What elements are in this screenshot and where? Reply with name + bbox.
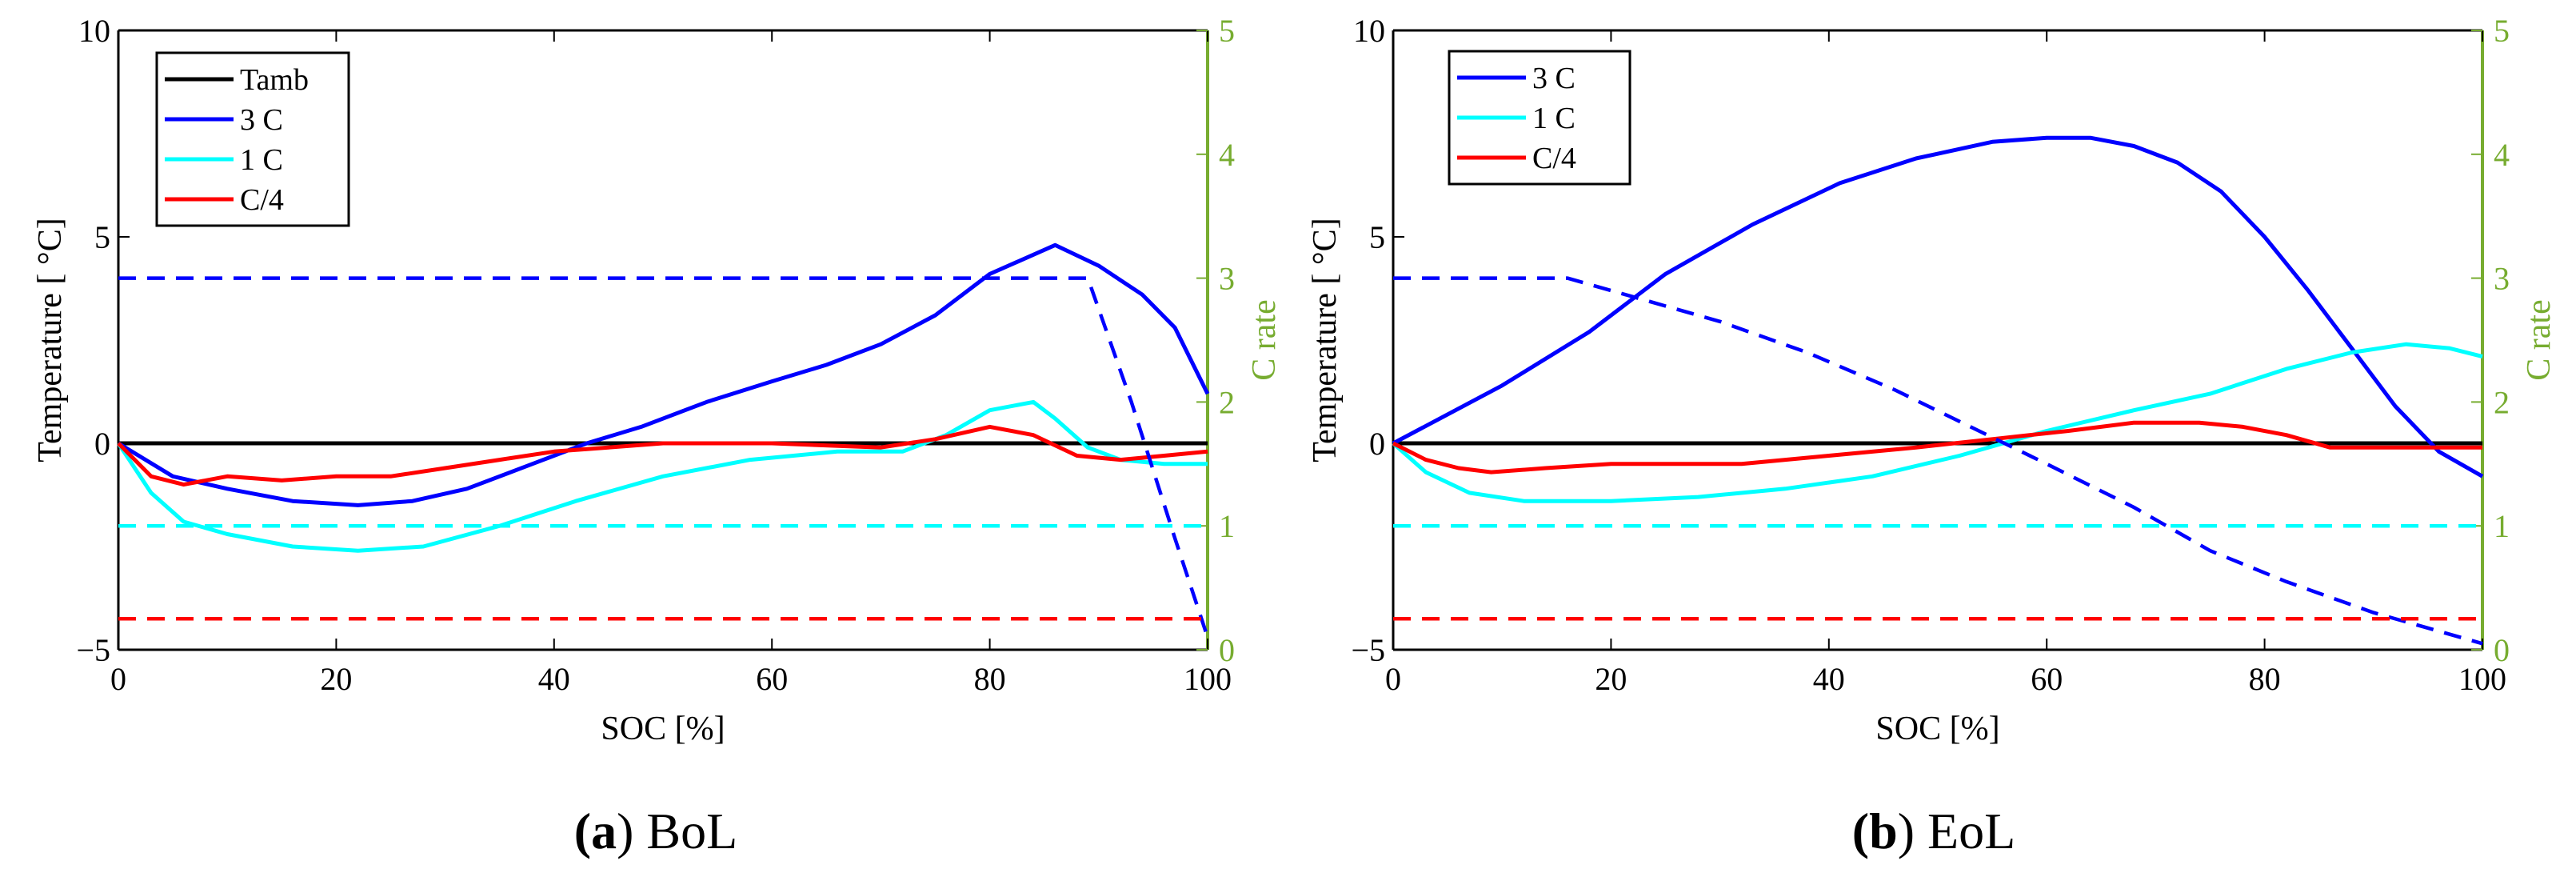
y-right-tick-label: 3 [1219, 261, 1235, 297]
x-tick-label: 20 [1595, 661, 1627, 697]
y-tick-label: 10 [78, 13, 110, 49]
y-tick-label: 0 [94, 426, 110, 462]
legend-entry: C/4 [1532, 142, 1576, 175]
y-right-axis-label: C rate [1246, 299, 1283, 380]
series-line-2 [117, 242, 1210, 507]
series-line-4 [117, 424, 1208, 487]
x-axis-label: SOC [%] [601, 711, 725, 747]
x-tick-label: 100 [1184, 661, 1232, 697]
y-right-tick-label: 3 [2494, 261, 2510, 297]
y-tick-label: −5 [1351, 632, 1385, 668]
legend-entry: 3 C [1532, 62, 1576, 95]
x-tick-label: 60 [756, 661, 788, 697]
legend-entry: 3 C [240, 103, 283, 137]
y-right-tick-label: 2 [1219, 384, 1235, 420]
legend-box [155, 51, 350, 227]
y-right-tick-label: 5 [2494, 13, 2510, 49]
y-right-tick-label: 0 [2494, 632, 2510, 668]
series-line-5 [1393, 276, 2483, 646]
x-tick-label: 80 [974, 661, 1006, 697]
y-tick-label: 5 [1369, 219, 1385, 255]
legend: 3 C 1 C C/4 [1448, 50, 1631, 186]
y-right-tick-label: 1 [1219, 508, 1235, 544]
y-right-tick-label: 0 [1219, 632, 1235, 668]
y-tick-label: −5 [76, 632, 110, 668]
y-axis-label: Temperature [ °C] [32, 218, 69, 462]
legend: Tamb 3 C 1 C C/4 [155, 51, 350, 227]
y-axis-label: Temperature [ °C] [1307, 218, 1344, 462]
x-tick-label: 40 [1813, 661, 1845, 697]
panel-caption: (a) BoL [574, 803, 737, 859]
y-tick-label: 0 [1369, 426, 1385, 462]
legend-entry: C/4 [240, 183, 284, 217]
series-line-2 [1392, 135, 2484, 479]
y-right-tick-label: 5 [1219, 13, 1235, 49]
x-axis-label: SOC [%] [1875, 711, 1999, 747]
x-tick-label: 80 [2249, 661, 2281, 697]
y-right-tick-label: 2 [2494, 384, 2510, 420]
panel-caption: (b) EoL [1852, 803, 2015, 859]
series-line-4 [1392, 420, 2482, 475]
legend-entry: 1 C [240, 143, 283, 177]
x-tick-label: 20 [320, 661, 352, 697]
y-tick-label: 5 [94, 219, 110, 255]
series-line-5 [118, 276, 1210, 639]
legend-entry: 1 C [1532, 102, 1576, 135]
y-tick-label: 10 [1353, 13, 1385, 49]
y-right-axis-label: C rate [2521, 299, 2558, 380]
x-tick-label: 40 [538, 661, 570, 697]
x-tick-label: 60 [2031, 661, 2063, 697]
y-right-tick-label: 4 [1219, 137, 1235, 173]
x-tick-label: 100 [2458, 661, 2506, 697]
x-tick-label: 0 [110, 661, 126, 697]
legend-entry: Tamb [240, 63, 309, 97]
y-right-tick-label: 4 [2494, 137, 2510, 173]
y-right-tick-label: 1 [2494, 508, 2510, 544]
series-line-3 [1392, 342, 2483, 503]
x-tick-label: 0 [1385, 661, 1401, 697]
series-line-3 [116, 399, 1208, 553]
